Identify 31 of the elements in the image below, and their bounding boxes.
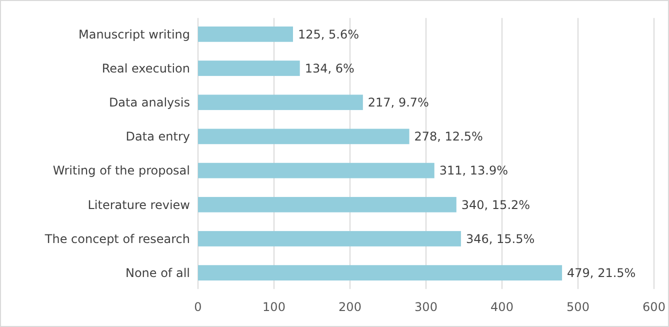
y-tick-label: Writing of the proposal (52, 164, 190, 178)
y-tick-label: Real execution (102, 61, 190, 76)
x-tick-label: 0 (194, 300, 202, 314)
data-label: 125, 5.6% (298, 27, 360, 42)
x-tick-label: 400 (490, 300, 514, 314)
x-tick-label: 200 (338, 300, 362, 314)
bar (198, 60, 300, 76)
x-tick-label: 600 (642, 300, 666, 314)
data-label: 278, 12.5% (414, 130, 483, 144)
bar (198, 128, 410, 144)
data-label: 311, 13.9% (439, 164, 508, 178)
bar (198, 231, 461, 246)
data-label: 134, 6% (304, 61, 354, 76)
bar (198, 265, 562, 280)
x-tick-label: 500 (566, 300, 590, 314)
data-label: 217, 9.7% (368, 96, 429, 110)
bar (198, 94, 363, 110)
bar (198, 26, 293, 42)
data-label: 479, 21.5% (567, 266, 636, 280)
data-label: 340, 15.2% (461, 198, 530, 212)
data-label: 346, 15.5% (466, 232, 535, 246)
y-tick-label: The concept of research (44, 232, 190, 246)
bar (198, 162, 434, 178)
bar (198, 196, 456, 212)
y-tick-label: Manuscript writing (78, 27, 190, 42)
x-tick-label: 300 (414, 300, 438, 314)
y-tick-label: Data entry (126, 130, 190, 144)
x-tick-label: 100 (262, 300, 286, 314)
y-tick-label: Data analysis (108, 96, 190, 110)
y-tick-label: None of all (125, 266, 190, 280)
y-tick-label: Literature review (88, 198, 190, 212)
